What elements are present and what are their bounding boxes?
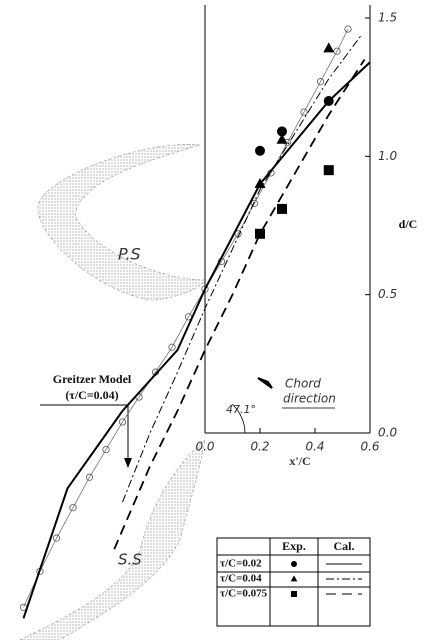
model-point — [168, 343, 176, 351]
exp-point — [323, 96, 334, 106]
model-point — [316, 78, 325, 86]
calc-line — [122, 34, 363, 503]
x-tick-label: 0.2 — [250, 440, 269, 454]
exp-point — [255, 145, 265, 156]
chord-label: Chord — [285, 377, 321, 391]
angle-label: 47.1° — [226, 403, 256, 416]
y-tick-label: 0.5 — [378, 287, 397, 301]
legend-header: Cal. — [334, 539, 355, 553]
calc-line — [113, 59, 366, 550]
exp-point — [291, 561, 297, 567]
ps-label: P.S — [118, 245, 141, 264]
x-tick-label: 0.6 — [360, 440, 379, 454]
exp-point — [277, 203, 287, 214]
x-tick-label: 0.0 — [195, 440, 214, 454]
legend: Exp. Cal. — [216, 537, 371, 627]
exp-point — [323, 42, 335, 53]
legend-label: τ/C=0.04 — [220, 573, 262, 585]
model-point — [300, 108, 308, 116]
model-point — [118, 418, 127, 426]
arrow-head — [124, 458, 132, 468]
model-point — [52, 534, 61, 542]
legend-header: Exp. — [282, 539, 306, 553]
suction-side-blade — [19, 439, 206, 640]
model-point — [85, 473, 94, 481]
model-point — [201, 285, 209, 293]
angle-arc — [231, 403, 246, 434]
model-line — [23, 28, 349, 608]
model-point — [250, 199, 259, 207]
model-point — [333, 47, 341, 55]
exp-point — [255, 228, 265, 239]
calc-line — [22, 61, 371, 619]
model-point — [102, 445, 110, 454]
y-tick-label: 1.0 — [378, 149, 397, 163]
model-label: (τ/C=0.04) — [65, 388, 118, 402]
model-point — [344, 25, 352, 33]
ss-label: S.S — [118, 551, 142, 569]
x-axis-label: x'/C — [289, 454, 310, 468]
model-label: Greitzer Model — [53, 372, 132, 386]
legend-label: τ/C=0.075 — [220, 588, 268, 600]
exp-point — [290, 575, 298, 582]
chord-arrow — [257, 377, 273, 389]
legend-label: τ/C=0.02 — [220, 558, 262, 570]
exp-point — [277, 126, 287, 137]
y-tick-label: 1.5 — [378, 11, 397, 25]
exp-point — [254, 178, 266, 188]
y-tick-label: 0.0 — [378, 426, 397, 440]
y-axis-label: d/C — [399, 217, 418, 231]
chord-label: direction — [283, 392, 336, 406]
exp-point — [323, 165, 334, 176]
exp-point — [291, 591, 297, 597]
model-point — [69, 504, 77, 512]
x-tick-label: 0.4 — [305, 440, 324, 454]
legend-box — [216, 537, 371, 627]
pressure-side-blade — [37, 144, 206, 301]
exp-point — [276, 133, 288, 144]
